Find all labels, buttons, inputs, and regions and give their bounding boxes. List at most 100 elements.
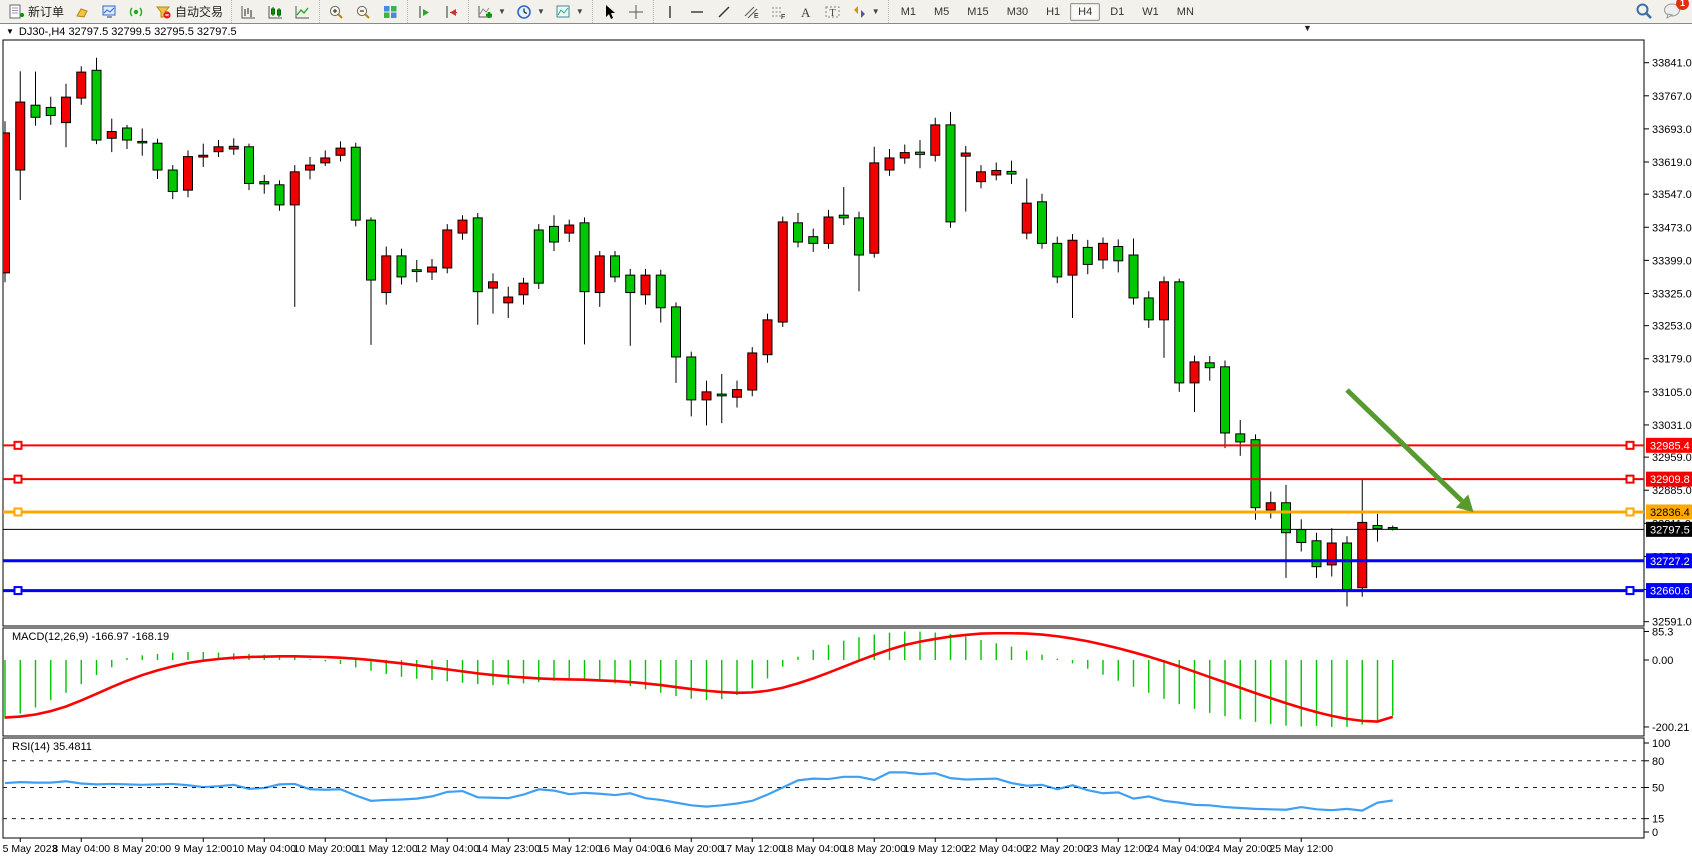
- candlestick: [1006, 170, 1017, 175]
- line-handle[interactable]: [1625, 507, 1635, 517]
- time-axis-label: 17 May 12:00: [720, 843, 785, 855]
- timeframe-button-h4[interactable]: H4: [1070, 2, 1101, 21]
- price-tick-label: 33325.0: [1652, 288, 1692, 300]
- line-handle[interactable]: [1625, 440, 1635, 450]
- price-tick-label: 33547.0: [1652, 189, 1692, 201]
- toolbar-group-lines: E F A T ▼: [652, 0, 888, 23]
- candlestick: [762, 319, 773, 356]
- candlestick: [15, 101, 26, 171]
- timeframe-button-h1[interactable]: H1: [1046, 5, 1061, 18]
- collapse-triangle-icon[interactable]: ▼: [6, 27, 14, 36]
- candlestick-chart-button[interactable]: [262, 1, 289, 23]
- candlestick: [1052, 242, 1063, 278]
- auto-trading-button[interactable]: 自动交易: [150, 1, 228, 23]
- timeframe-button-w1[interactable]: W1: [1142, 5, 1159, 18]
- crosshair-button[interactable]: [623, 1, 650, 23]
- candlestick: [1235, 433, 1246, 443]
- line-handle[interactable]: [13, 474, 23, 484]
- rsi-axis-label: 80: [1652, 756, 1664, 768]
- templates-button[interactable]: ▼: [550, 1, 589, 23]
- terminal-monitor-icon: [101, 4, 118, 20]
- periods-button[interactable]: ▼: [511, 1, 550, 23]
- time-axis-label: 5 May 2023: [2, 843, 58, 855]
- timeframe-button-m15[interactable]: M15: [967, 5, 989, 18]
- line-handle[interactable]: [1625, 474, 1635, 484]
- candlestick: [1220, 366, 1230, 434]
- toolbar-group-trade: 新订单 自动交易: [0, 0, 231, 23]
- line-handle[interactable]: [13, 507, 23, 517]
- indicators-icon: [477, 4, 494, 20]
- zoom-in-button[interactable]: [323, 1, 350, 23]
- svg-text:A: A: [801, 5, 811, 20]
- candlestick: [106, 131, 117, 139]
- notifications-button[interactable]: 1: [1663, 0, 1689, 22]
- signals-button[interactable]: [123, 1, 150, 23]
- candlestick: [183, 156, 193, 191]
- timeframe-button-mn[interactable]: MN: [1176, 5, 1194, 18]
- auto-scroll-button[interactable]: [411, 1, 438, 23]
- timeframe-button-m30[interactable]: M30: [1006, 5, 1029, 18]
- chevron-down-icon: ▼: [498, 7, 506, 16]
- trendline-button[interactable]: [711, 1, 738, 23]
- indicators-button[interactable]: ▼: [472, 1, 511, 23]
- tile-windows-button[interactable]: [377, 1, 404, 23]
- gold-button[interactable]: [69, 1, 96, 23]
- price-line-label: [1646, 437, 1692, 453]
- timeframe-button-m5[interactable]: M5: [934, 5, 950, 18]
- candlestick: [960, 152, 971, 157]
- rsi-indicator-label: RSI(14) 35.4811: [12, 741, 92, 753]
- time-axis-label: 19 May 12:00: [903, 843, 968, 855]
- arrows-button[interactable]: ▼: [846, 1, 885, 23]
- line-handle[interactable]: [1625, 586, 1635, 596]
- candlestick: [457, 219, 468, 234]
- time-axis-label: 8 May 04:00: [52, 843, 111, 855]
- timeframe-button-d1[interactable]: D1: [1110, 5, 1125, 18]
- search-icon[interactable]: [1635, 2, 1653, 22]
- candlestick: [991, 169, 1002, 176]
- chart-shift-button[interactable]: [438, 1, 465, 23]
- new-order-button[interactable]: 新订单: [3, 1, 69, 23]
- chart-shift-marker-icon[interactable]: ▼: [1303, 23, 1312, 33]
- candlestick: [915, 151, 925, 155]
- chart-window-title[interactable]: ▼ DJ30-,H4 32797.5 32799.5 32795.5 32797.…: [6, 26, 237, 38]
- candlestick: [381, 255, 392, 294]
- new-order-label: 新订单: [28, 5, 65, 19]
- candlestick: [1128, 254, 1139, 299]
- notification-badge: 1: [1676, 0, 1689, 10]
- candlestick: [244, 146, 254, 184]
- zoom-out-button[interactable]: [350, 1, 377, 23]
- price-tick-label: 33105.0: [1652, 387, 1692, 399]
- timeframe-button-m1[interactable]: M1: [900, 5, 916, 18]
- candlestick: [45, 106, 56, 116]
- candlestick: [716, 393, 727, 397]
- candlestick: [152, 142, 163, 171]
- candlestick: [899, 152, 910, 159]
- text-button[interactable]: A: [792, 1, 819, 23]
- terminal-monitor-button[interactable]: [96, 1, 123, 23]
- line-chart-button[interactable]: [289, 1, 316, 23]
- candlestick: [594, 255, 605, 294]
- rsi-axis-label: 50: [1652, 783, 1664, 795]
- candlestick: [1159, 281, 1169, 321]
- svg-text:T: T: [829, 8, 835, 19]
- line-handle[interactable]: [13, 586, 23, 596]
- bar-chart-button[interactable]: [235, 1, 262, 23]
- text-label-button[interactable]: T: [819, 1, 846, 23]
- cursor-button[interactable]: [596, 1, 623, 23]
- candlestick: [976, 171, 986, 183]
- candlestick: [122, 127, 132, 141]
- chevron-down-icon: ▼: [536, 7, 545, 16]
- gold-icon: [74, 4, 91, 20]
- line-handle[interactable]: [13, 440, 23, 450]
- macd-axis-label: 85.3: [1652, 626, 1673, 638]
- vertical-line-button[interactable]: [657, 1, 684, 23]
- horizontal-line-button[interactable]: [684, 1, 711, 23]
- equidistant-channel-button[interactable]: E: [738, 1, 765, 23]
- time-axis-label: 24 May 20:00: [1208, 843, 1273, 855]
- svg-text:E: E: [754, 13, 759, 20]
- trend-arrow-annotation[interactable]: [1345, 388, 1464, 503]
- time-axis[interactable]: 5 May 2023 8 May 04:00 8 May 20:00 9 May 12…: [0, 843, 1692, 857]
- fibonacci-button[interactable]: F: [765, 1, 792, 23]
